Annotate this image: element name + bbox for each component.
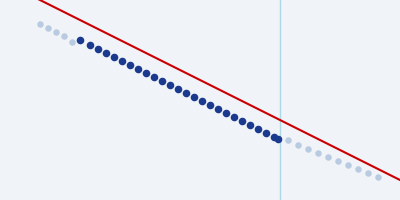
Point [255, 127, 261, 131]
Point [239, 119, 245, 123]
Point [37, 22, 43, 26]
Point [305, 147, 311, 151]
Point [77, 38, 83, 42]
Point [271, 135, 277, 139]
Point [69, 40, 75, 44]
Point [159, 79, 165, 83]
Point [365, 171, 371, 175]
Point [275, 137, 281, 141]
Point [167, 83, 173, 87]
Point [119, 59, 125, 63]
Point [263, 131, 269, 135]
Point [45, 26, 51, 30]
Point [191, 95, 197, 99]
Point [127, 63, 133, 67]
Point [95, 47, 101, 51]
Point [215, 107, 221, 111]
Point [151, 75, 157, 79]
Point [143, 71, 149, 75]
Point [199, 99, 205, 103]
Point [87, 43, 93, 47]
Point [53, 30, 59, 34]
Point [175, 87, 181, 91]
Point [111, 55, 117, 59]
Point [325, 155, 331, 159]
Point [285, 138, 291, 142]
Point [223, 111, 229, 115]
Point [183, 91, 189, 95]
Point [315, 151, 321, 155]
Point [135, 67, 141, 71]
Point [103, 51, 109, 55]
Point [61, 34, 67, 38]
Point [345, 163, 351, 167]
Point [335, 159, 341, 163]
Point [295, 143, 301, 147]
Point [375, 175, 381, 179]
Point [207, 103, 213, 107]
Point [355, 167, 361, 171]
Point [247, 123, 253, 127]
Point [231, 115, 237, 119]
